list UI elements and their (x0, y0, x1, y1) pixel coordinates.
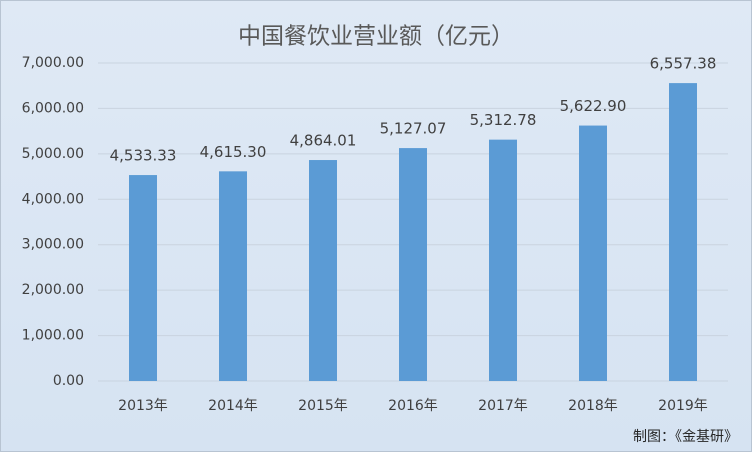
data-label: 5,622.90 (560, 97, 627, 115)
x-tick-label: 2019年 (658, 398, 708, 414)
bar (309, 160, 337, 381)
bar (489, 139, 517, 381)
data-label: 4,864.01 (290, 132, 357, 150)
x-tick-label: 2015年 (298, 398, 348, 414)
data-label: 6,557.38 (650, 55, 717, 73)
y-tick-label: 6,000.00 (22, 100, 84, 116)
y-tick-label: 3,000.00 (22, 237, 84, 253)
source-note: 制图：《金基研》 (633, 428, 738, 445)
bar (669, 83, 697, 381)
y-tick-label: 4,000.00 (22, 191, 84, 207)
bar (219, 171, 247, 381)
bar (399, 148, 427, 381)
x-tick-label: 2018年 (568, 398, 618, 414)
y-tick-label: 7,000.00 (22, 55, 84, 71)
bar (579, 125, 607, 381)
bar (129, 175, 157, 381)
y-tick-label: 0.00 (53, 373, 84, 389)
data-label: 5,312.78 (470, 111, 537, 129)
y-tick-label: 5,000.00 (22, 146, 84, 162)
data-label: 4,533.33 (110, 147, 177, 165)
y-tick-label: 2,000.00 (22, 282, 84, 298)
x-tick-label: 2016年 (388, 398, 438, 414)
chart-title: 中国餐饮业营业额（亿元） (238, 24, 514, 50)
data-label: 5,127.07 (380, 120, 447, 138)
x-tick-label: 2017年 (478, 398, 528, 414)
x-tick-label: 2013年 (118, 398, 168, 414)
x-tick-label: 2014年 (208, 398, 258, 414)
data-label: 4,615.30 (200, 143, 267, 161)
y-tick-label: 1,000.00 (22, 328, 84, 344)
